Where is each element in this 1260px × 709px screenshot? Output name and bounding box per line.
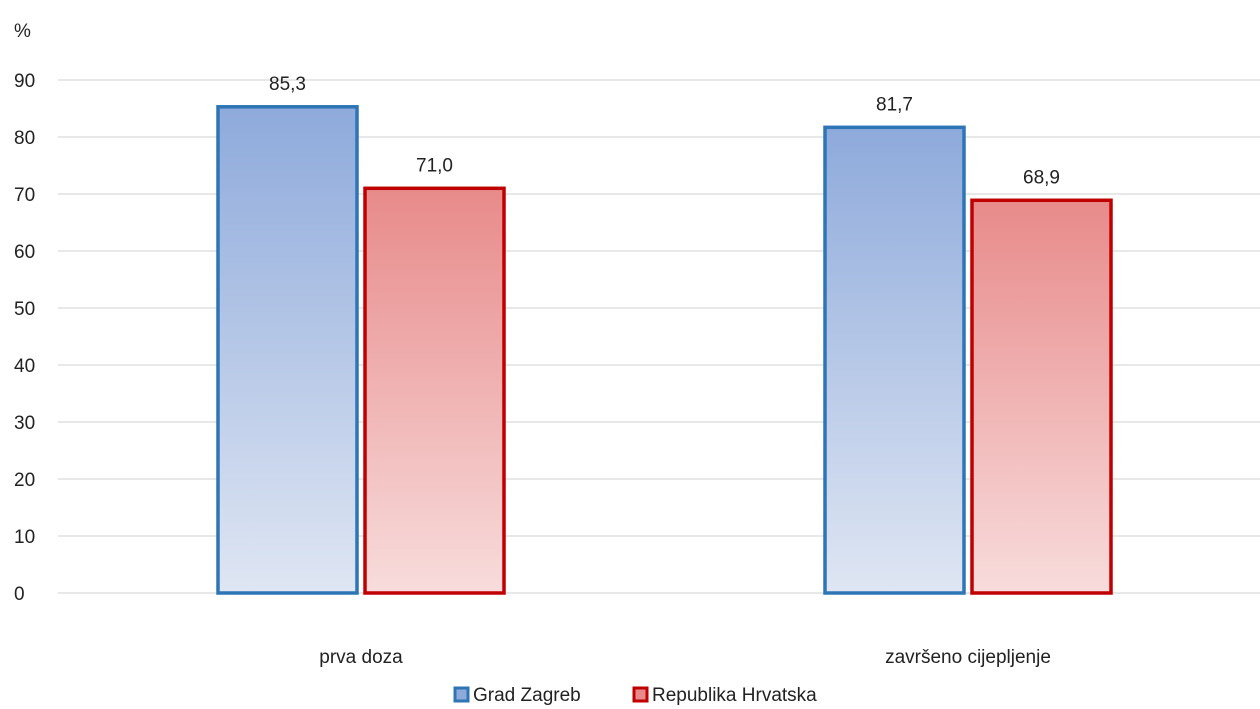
bars [216, 105, 1113, 595]
category-label: završeno cijepljenje [885, 647, 1051, 668]
bar-republika-hrvatska-1 [970, 198, 1113, 595]
y-tick-label: 0 [14, 584, 25, 605]
y-tick-label: 40 [14, 356, 35, 377]
category-labels: prva doza završeno cijepljenje [319, 647, 1051, 668]
y-tick-label: 10 [14, 527, 35, 548]
y-tick-label: 30 [14, 413, 35, 434]
y-tick-label: 60 [14, 242, 35, 263]
y-tick-label: 80 [14, 128, 35, 149]
y-tick-label: 20 [14, 470, 35, 491]
category-label: prva doza [319, 647, 403, 668]
y-axis: % 0 10 20 30 40 50 60 70 80 90 [14, 21, 35, 605]
data-label: 71,0 [416, 155, 453, 176]
legend-label: Grad Zagreb [473, 685, 581, 706]
legend-label: Republika Hrvatska [652, 685, 817, 706]
data-label: 68,9 [1023, 167, 1060, 188]
bar-republika-hrvatska-0 [363, 186, 506, 595]
data-labels: 85,3 71,0 81,7 68,9 [269, 74, 1060, 188]
data-label: 81,7 [876, 94, 913, 115]
bar-grad-zagreb-0 [216, 105, 359, 595]
data-label: 85,3 [269, 74, 306, 95]
y-axis-unit-label: % [14, 21, 31, 42]
y-tick-label: 90 [14, 71, 35, 92]
legend: Grad Zagreb Republika Hrvatska [453, 685, 817, 706]
bar-grad-zagreb-1 [823, 125, 966, 595]
y-tick-label: 70 [14, 185, 35, 206]
y-tick-label: 50 [14, 299, 35, 320]
legend-swatch [453, 686, 470, 703]
legend-swatch [632, 686, 649, 703]
